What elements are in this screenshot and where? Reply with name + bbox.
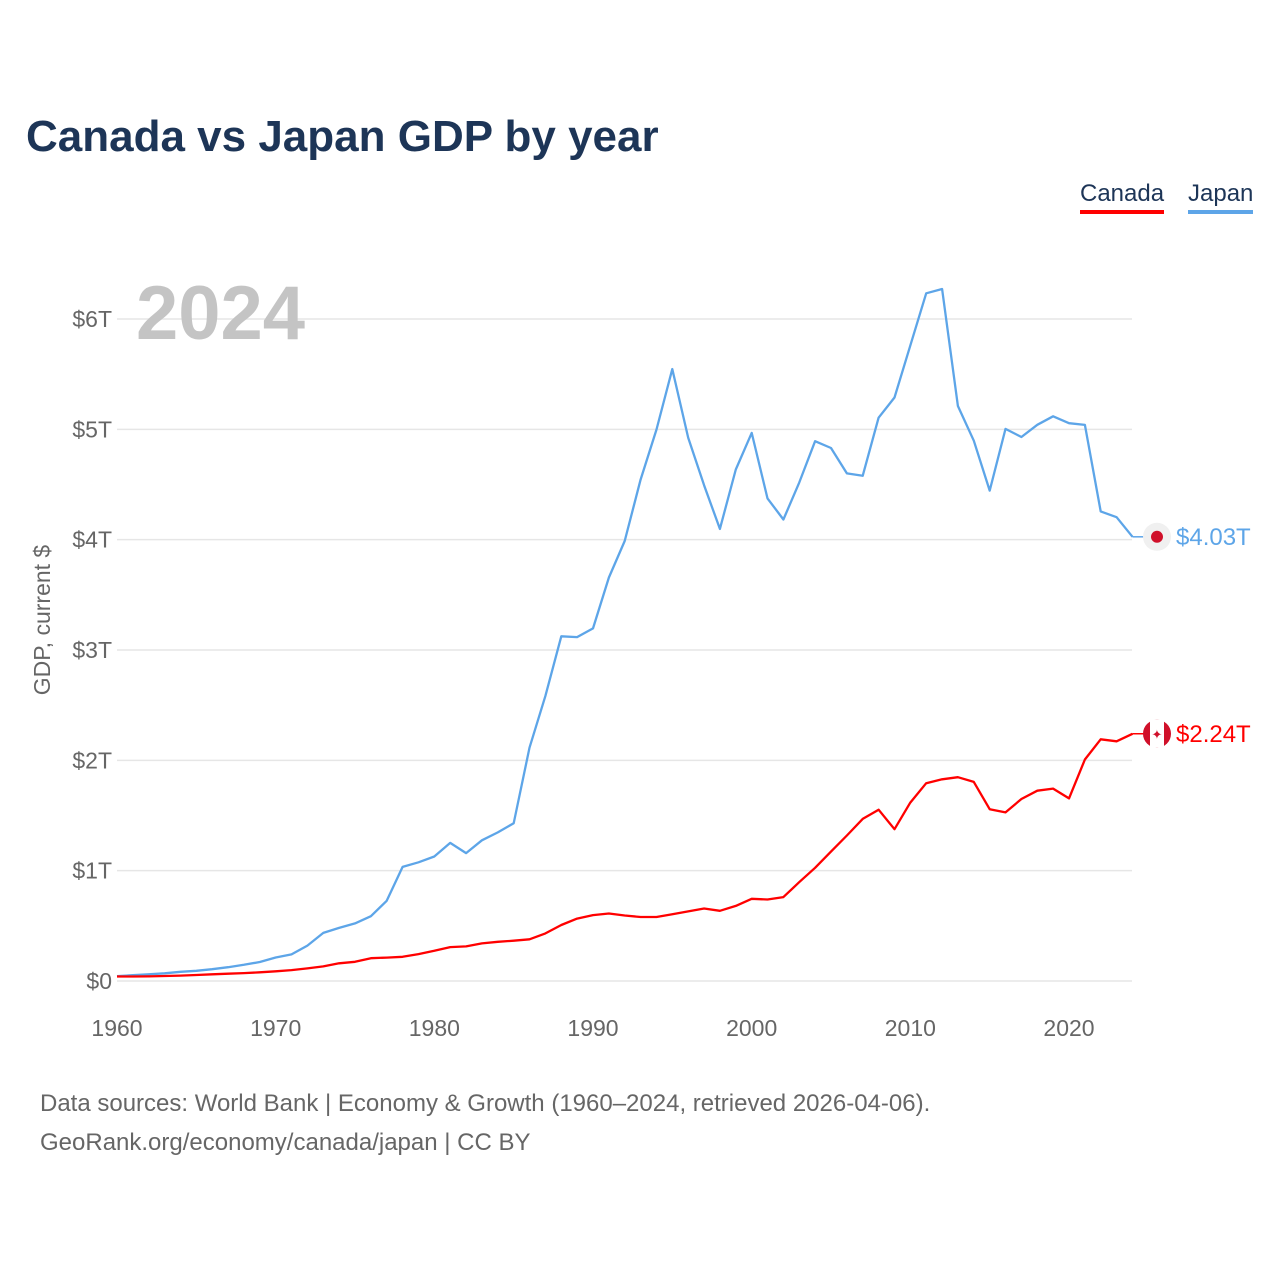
y-tick-label: $6T xyxy=(72,306,112,332)
chart-title: Canada vs Japan GDP by year xyxy=(26,112,659,161)
y-tick-label: $0 xyxy=(86,968,112,994)
y-tick-label: $2T xyxy=(72,747,112,773)
footer-link[interactable]: GeoRank.org/economy/canada/japan | CC BY xyxy=(40,1129,531,1156)
x-tick-label: 1970 xyxy=(250,1015,301,1041)
footer-sources: Data sources: World Bank | Economy & Gro… xyxy=(40,1090,931,1117)
x-tick-label: 2000 xyxy=(726,1015,777,1041)
japan-flag-sun xyxy=(1151,530,1163,543)
y-tick-label: $3T xyxy=(72,637,112,663)
maple-leaf-icon: ✦ xyxy=(1152,727,1163,742)
footer: Data sources: World Bank | Economy & Gro… xyxy=(40,1084,930,1162)
canada-flag-center xyxy=(1150,719,1164,748)
legend-item-japan[interactable]: Japan xyxy=(1188,180,1254,214)
series-line-canada xyxy=(117,732,1133,978)
y-tick-label: $5T xyxy=(72,416,112,442)
end-value-label: $4.03T xyxy=(1176,524,1251,551)
x-tick-label: 2010 xyxy=(885,1015,936,1041)
x-tick-label: 1990 xyxy=(567,1015,618,1041)
end-value-label: $2.24T xyxy=(1176,721,1251,748)
x-tick-label: 1980 xyxy=(409,1015,460,1041)
legend-item-canada[interactable]: Canada xyxy=(1080,180,1165,214)
year-overlay: 2024 xyxy=(136,271,305,356)
series-line-japan xyxy=(116,287,1134,978)
y-axis-label: GDP, current $ xyxy=(29,545,55,696)
x-tick-label: 2020 xyxy=(1043,1015,1094,1041)
x-tick-label: 1960 xyxy=(91,1015,142,1041)
y-tick-label: $1T xyxy=(72,858,112,884)
y-tick-label: $4T xyxy=(72,527,112,553)
